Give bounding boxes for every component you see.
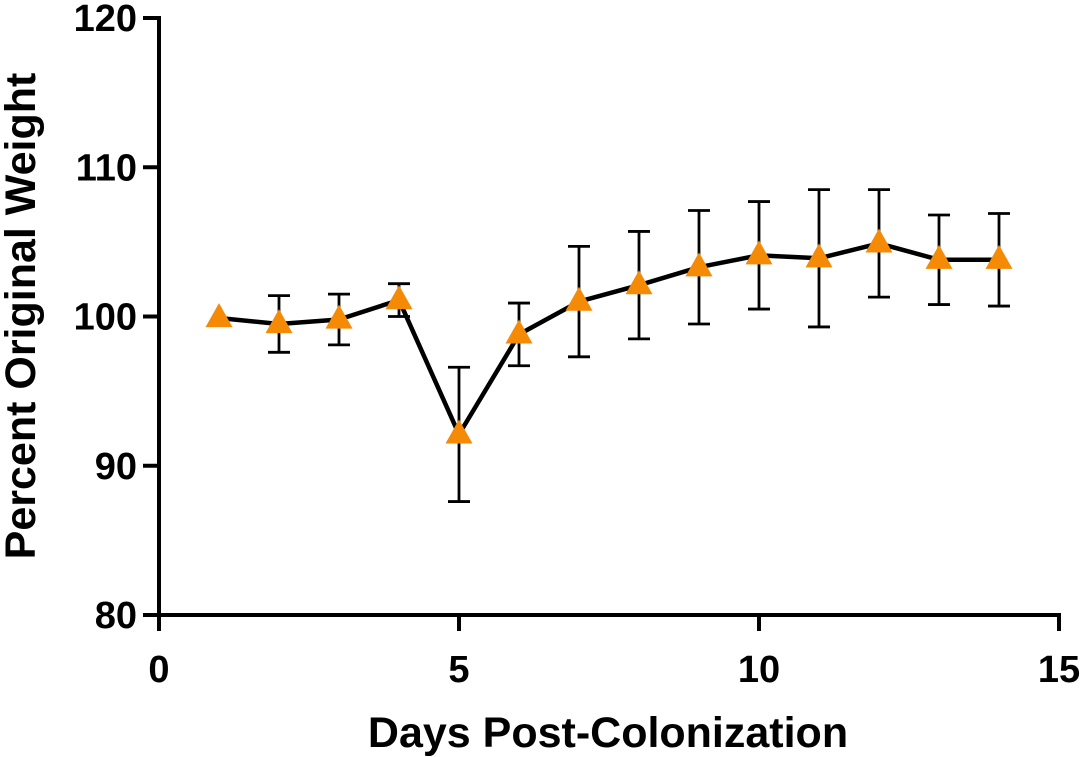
x-axis-ticks: 0 5 10 15: [148, 615, 1080, 691]
data-point-day-8: [625, 270, 653, 295]
data-point-day-1: [205, 303, 233, 328]
x-tick-label: 5: [448, 649, 469, 691]
data-point-day-6: [505, 319, 533, 344]
data-point-day-9: [685, 252, 713, 277]
y-axis-ticks: 80 90 100 110 120: [74, 0, 159, 637]
x-tick-label: 0: [148, 649, 169, 691]
data-point-day-13: [925, 244, 953, 269]
error-bars: [268, 188, 1010, 503]
data-point-day-3: [325, 304, 353, 329]
y-tick-label: 80: [95, 595, 137, 637]
y-tick-label: 110: [76, 147, 137, 189]
data-point-day-14: [985, 244, 1013, 269]
data-point-day-4: [385, 285, 413, 310]
data-point-day-12: [865, 228, 893, 253]
x-tick-label: 10: [738, 649, 780, 691]
data-point-day-5: [445, 419, 473, 444]
series-line: [218, 241, 999, 437]
y-axis-title: Percent Original Weight: [0, 73, 45, 560]
x-tick-label: 15: [1038, 649, 1080, 691]
data-point-day-2: [265, 309, 293, 334]
data-point-day-11: [805, 243, 833, 268]
y-tick-label: 120: [74, 0, 137, 40]
y-tick-label: 90: [95, 446, 137, 488]
data-markers: [205, 228, 1013, 444]
data-point-day-7: [565, 286, 593, 311]
y-tick-label: 100: [74, 297, 137, 339]
x-axis-title: Days Post-Colonization: [368, 709, 848, 757]
data-point-day-10: [745, 240, 773, 265]
